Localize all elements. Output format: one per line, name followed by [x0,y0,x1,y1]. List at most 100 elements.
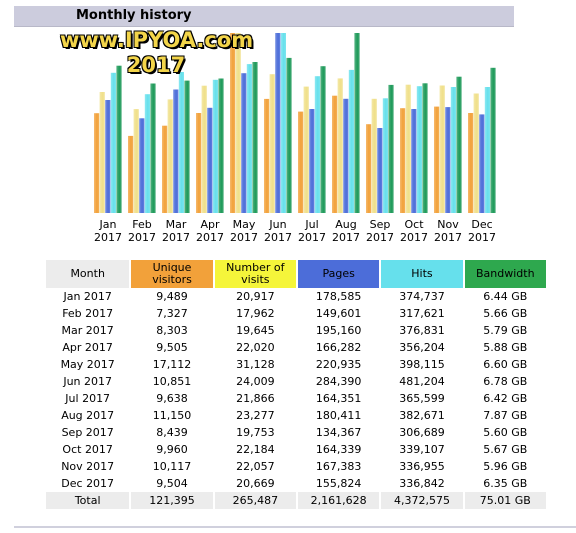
cell-hits: 4,372,575 [381,492,463,509]
bar-unique-visitors [264,98,270,213]
cell-hits: 382,671 [399,409,445,422]
cell-pages: 178,585 [315,290,362,303]
table-row: Jan 2017 9,489 20,917 178,585 374,737 6.44 GB [46,288,546,305]
cell-unique-visitors: 9,505 [156,341,188,354]
x-tick-label: 2017 [264,231,292,244]
bar-number-of-visits [269,74,275,213]
cell-month: Total [46,492,130,509]
cell-pages: 134,367 [315,426,362,439]
table-row: Mar 2017 8,303 19,645 195,160 376,831 5.79 GB [46,322,546,339]
cell-month: Jun 2017 [63,375,113,388]
bar-number-of-visits [303,86,309,213]
section-header: Monthly history [14,6,514,27]
x-tick-label: 2017 [332,231,360,244]
cell-pages: 2,161,628 [297,492,380,509]
cell-number-of-visits: 22,184 [236,443,275,456]
x-tick-label: Jun [268,218,286,231]
cell-hits: 365,599 [399,392,445,405]
cell-hits: 317,621 [399,307,445,320]
cell-unique-visitors: 11,150 [152,409,192,422]
cell-number-of-visits: 21,866 [236,392,275,405]
cell-month: Apr 2017 [62,341,113,354]
bar-unique-visitors [128,135,134,213]
cell-pages: 166,282 [315,341,362,354]
cell-hits: 356,204 [399,341,445,354]
cell-number-of-visits: 20,669 [236,477,275,490]
bar-unique-visitors [298,111,304,213]
monthly-stats-table: Month Unique visitors Number of visits P… [44,260,548,509]
bar-number-of-visits [371,98,377,213]
col-header-hits: Hits [381,260,463,288]
cell-pages: 195,160 [315,324,362,337]
cell-bandwidth: 6.60 GB [483,358,528,371]
cell-month: Oct 2017 [62,443,113,456]
cell-pages: 155,824 [315,477,362,490]
cell-month: Jan 2017 [63,290,112,303]
bar-bandwidth [218,78,224,213]
x-tick-label: Jan [99,218,117,231]
col-header-unique-visitors: Unique visitors [131,260,213,288]
x-tick-label: 2017 [366,231,394,244]
cell-unique-visitors: 7,327 [156,307,188,320]
cell-month: Jul 2017 [65,392,111,405]
cell-unique-visitors: 9,489 [156,290,188,303]
bar-hits [484,87,490,213]
cell-bandwidth: 6.44 GB [483,290,528,303]
table-row: Jul 2017 9,638 21,866 164,351 365,599 6.42 GB [46,390,546,407]
watermark-line-1: www.IPYOA.com [60,28,254,52]
cell-month: Dec 2017 [61,477,115,490]
cell-bandwidth: 5.67 GB [483,443,528,456]
bar-unique-visitors [468,113,474,213]
x-tick-label: 2017 [196,231,224,244]
cell-month: Feb 2017 [62,307,114,320]
table-row: Nov 2017 10,117 22,057 167,383 336,955 5.96 G… [46,458,546,475]
cell-bandwidth: 5.88 GB [483,341,528,354]
bar-hits [280,33,286,213]
cell-number-of-visits: 19,753 [236,426,275,439]
cell-unique-visitors: 10,117 [152,460,192,473]
cell-month: Nov 2017 [61,460,115,473]
cell-number-of-visits: 19,645 [236,324,275,337]
cell-number-of-visits: 265,487 [214,492,296,509]
bar-bandwidth [354,33,360,213]
cell-pages: 167,383 [315,460,362,473]
x-tick-label: 2017 [230,231,258,244]
table-row: May 2017 17,112 31,128 220,935 398,115 6.60 G… [46,356,546,373]
cell-month: Sep 2017 [61,426,114,439]
cell-month: Aug 2017 [61,409,115,422]
cell-hits: 376,831 [399,324,445,337]
bar-number-of-visits [201,85,207,213]
x-tick-label: 2017 [468,231,496,244]
bar-bandwidth [490,67,496,213]
cell-hits: 306,689 [399,426,445,439]
cell-bandwidth: 7.87 GB [483,409,528,422]
cell-hits: 398,115 [399,358,445,371]
bar-pages [309,109,315,213]
cell-bandwidth: 75.01 GB [464,492,546,509]
bar-bandwidth [456,76,462,213]
footer-divider [14,526,576,528]
bar-pages [377,128,383,213]
x-tick-label: 2017 [128,231,156,244]
x-tick-label: Nov [437,218,459,231]
x-tick-label: Aug [335,218,356,231]
bar-bandwidth [422,83,428,213]
cell-bandwidth: 5.79 GB [483,324,528,337]
cell-pages: 164,351 [315,392,362,405]
cell-number-of-visits: 20,917 [236,290,275,303]
bar-bandwidth [116,65,122,213]
cell-bandwidth: 5.96 GB [483,460,528,473]
x-tick-label: 2017 [434,231,462,244]
bar-pages [445,107,451,213]
cell-pages: 284,390 [315,375,362,388]
bar-unique-visitors [230,33,236,213]
cell-number-of-visits: 31,128 [236,358,275,371]
x-tick-label: Feb [132,218,151,231]
bar-pages [479,114,485,213]
cell-pages: 220,935 [315,358,362,371]
bar-number-of-visits [235,33,241,213]
bar-number-of-visits [167,99,173,213]
bar-pages [207,107,213,213]
table-row: Dec 2017 9,504 20,669 155,824 336,842 6.35 GB [46,475,546,492]
x-tick-label: Sep [370,218,391,231]
